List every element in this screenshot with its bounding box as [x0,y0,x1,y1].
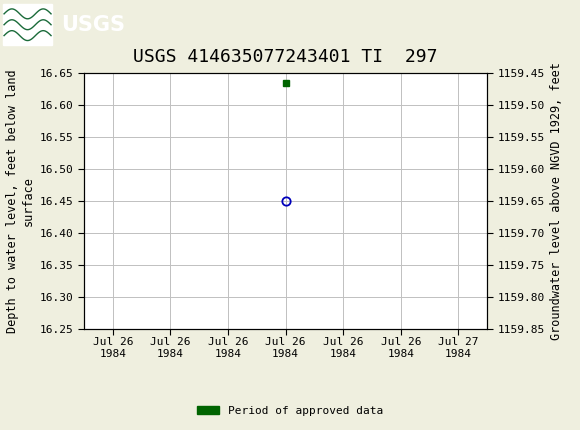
Y-axis label: Groundwater level above NGVD 1929, feet: Groundwater level above NGVD 1929, feet [550,62,563,340]
Title: USGS 414635077243401 TI  297: USGS 414635077243401 TI 297 [133,48,438,66]
Y-axis label: Depth to water level, feet below land
surface: Depth to water level, feet below land su… [6,69,34,333]
Bar [3,4,52,46]
Text: USGS: USGS [61,15,125,35]
Legend: Period of approved data: Period of approved data [193,401,387,420]
